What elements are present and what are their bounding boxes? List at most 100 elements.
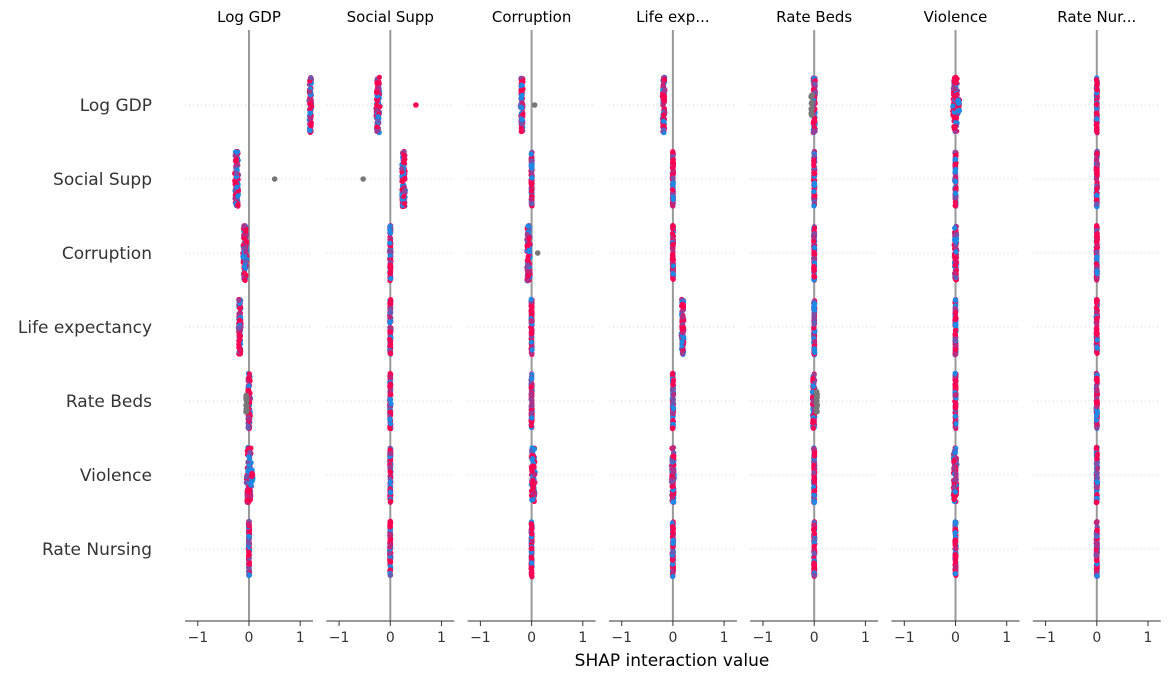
data-point — [670, 400, 676, 406]
data-point — [530, 477, 536, 484]
data-point — [246, 375, 252, 381]
data-point — [680, 312, 686, 318]
data-point — [811, 245, 818, 251]
data-point — [237, 324, 243, 330]
data-point — [811, 263, 817, 270]
data-point — [661, 87, 668, 94]
data-point — [525, 262, 531, 268]
data-point — [246, 463, 252, 469]
data-point — [388, 341, 394, 347]
data-point — [307, 127, 313, 134]
data-point — [528, 384, 534, 390]
row-label: Log GDP — [80, 96, 152, 116]
data-point — [307, 110, 313, 116]
x-tick-label: 0 — [527, 630, 536, 646]
data-point — [518, 82, 525, 88]
data-point — [387, 324, 393, 331]
column-title: Social Supp — [347, 8, 434, 26]
data-point — [953, 520, 959, 526]
data-point — [953, 275, 959, 281]
data-point — [811, 203, 817, 209]
data-point — [811, 453, 818, 459]
data-point — [388, 396, 394, 403]
data-point — [951, 458, 957, 464]
data-point — [670, 391, 677, 398]
data-point — [952, 537, 959, 543]
data-point — [660, 102, 666, 108]
data-point — [529, 402, 535, 408]
data-point — [955, 100, 962, 106]
x-tick-label: 1 — [1144, 630, 1153, 646]
data-point — [307, 100, 313, 106]
data-point — [670, 175, 676, 181]
data-point — [399, 166, 405, 172]
data-point — [530, 497, 536, 503]
data-point — [811, 273, 817, 279]
subplot-column: Rate Nur...−1 0 1 — [1032, 8, 1161, 646]
column-title: Rate Nur... — [1057, 8, 1136, 26]
data-point — [812, 255, 818, 261]
data-point — [374, 80, 380, 86]
x-tick-label: 0 — [951, 630, 960, 646]
data-point — [374, 124, 380, 130]
data-point — [671, 469, 677, 475]
data-point — [670, 425, 676, 431]
data-point — [388, 248, 394, 255]
data-point — [400, 152, 407, 158]
data-point — [529, 347, 535, 353]
data-point-missing — [808, 93, 815, 100]
data-point — [953, 476, 959, 482]
data-point — [950, 85, 956, 92]
data-point — [529, 376, 535, 382]
data-point — [387, 416, 393, 422]
subplot-column: Life exp...−1 0 1 — [608, 8, 737, 646]
data-point — [669, 457, 675, 464]
data-point — [387, 336, 393, 343]
data-point — [246, 453, 252, 459]
data-point — [401, 193, 407, 200]
data-point — [952, 179, 959, 185]
data-point — [529, 397, 535, 404]
data-point — [232, 158, 239, 164]
x-tick-label: −1 — [329, 630, 350, 646]
data-point-outlier — [360, 176, 366, 182]
data-point — [376, 74, 382, 80]
data-point — [811, 536, 817, 543]
data-point — [528, 339, 534, 345]
data-point — [660, 127, 666, 133]
data-point — [952, 551, 959, 558]
data-point — [528, 296, 534, 302]
data-point — [670, 421, 676, 427]
subplot-column: Social Supp−1 0 1 — [326, 8, 455, 646]
data-point — [307, 89, 313, 95]
x-tick-label: −1 — [470, 630, 491, 646]
data-point — [388, 572, 394, 578]
data-point — [529, 158, 535, 164]
data-point — [375, 114, 381, 120]
data-point — [245, 552, 252, 559]
x-tick-label: −1 — [611, 630, 632, 646]
data-point — [388, 421, 394, 427]
data-point — [952, 347, 959, 353]
data-point — [679, 343, 685, 349]
data-point — [811, 118, 817, 124]
data-point — [518, 121, 525, 127]
data-point-missing — [813, 400, 820, 406]
data-point-outlier — [534, 250, 541, 256]
data-point — [528, 560, 535, 566]
data-point — [234, 149, 240, 155]
data-point — [1094, 87, 1100, 93]
data-point — [670, 149, 676, 155]
subplot-column: Corruption−1 0 1 — [467, 8, 596, 646]
data-point — [811, 372, 817, 378]
data-point — [387, 374, 393, 380]
data-point — [1093, 101, 1100, 107]
data-point — [528, 410, 534, 416]
data-point — [387, 314, 393, 320]
subplot-column: Rate Beds−1 0 1 — [750, 8, 879, 646]
data-point — [524, 232, 530, 238]
data-point — [952, 384, 958, 390]
data-point — [811, 491, 817, 498]
data-point — [246, 533, 252, 539]
data-point — [247, 449, 253, 455]
